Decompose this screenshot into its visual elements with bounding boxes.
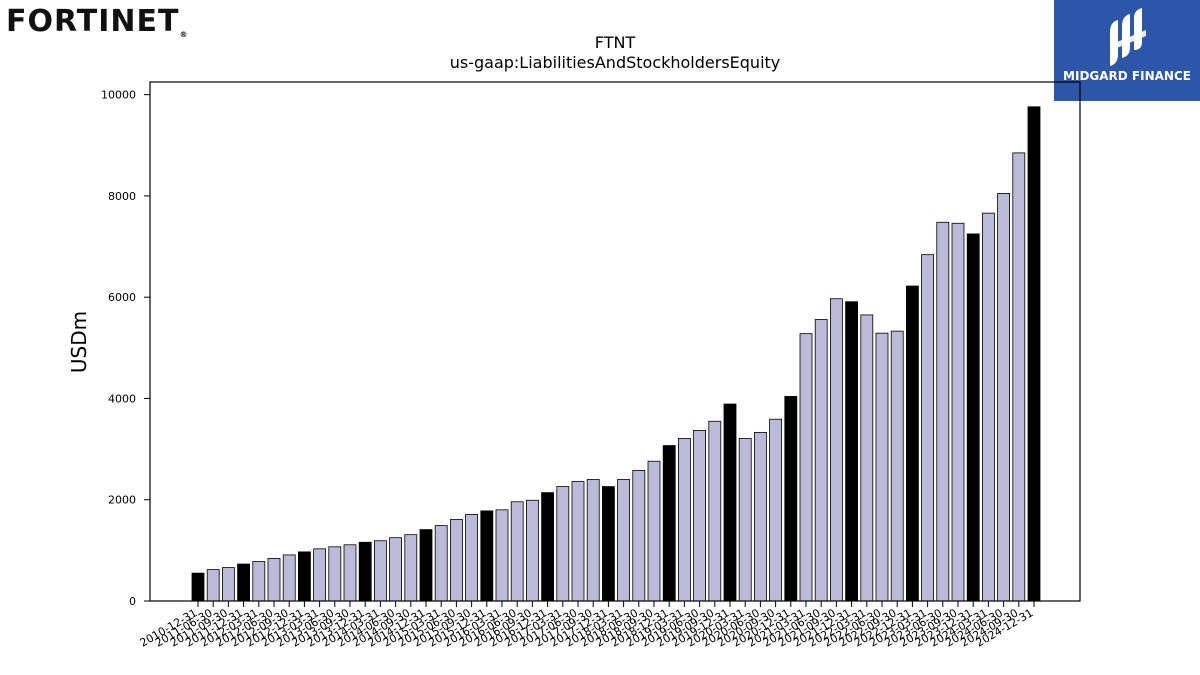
bar [678,438,691,602]
bar [495,509,509,602]
midgard-finance-logo: MIDGARD FINANCE [1054,0,1200,101]
chart-subtitle: us-gaap:LiabilitiesAndStockholdersEquity [449,53,781,72]
fortinet-logo: FORTINET® [6,4,187,39]
bar [906,285,919,602]
bar [1012,152,1026,602]
y-tick-label: 0 [129,595,136,608]
bar [708,420,722,602]
bar [693,429,706,602]
y-tick-label: 10000 [101,89,136,102]
plot-frame [149,81,1081,602]
midgard-finance-name: MIDGARD FINANCE [1063,69,1191,83]
bar [951,222,965,602]
bar [632,469,646,602]
bar [936,221,950,602]
chart-title: FTNT [594,33,636,52]
stylized-m-icon [1110,8,1146,66]
bar [754,431,767,602]
bar [890,330,904,602]
y-tick-label: 6000 [108,291,136,304]
bar [480,510,494,602]
bar [404,534,418,602]
fortinet-logo-text: FORTINET [6,4,180,39]
bar [571,481,585,602]
bar [358,541,372,602]
bar [921,254,934,602]
bar [252,561,266,602]
bar [997,192,1010,602]
bar [662,445,676,602]
bar [221,567,235,602]
bars-group [191,106,1041,602]
bar [465,514,479,602]
bar [373,540,387,602]
bar [875,332,889,602]
bar [556,486,570,602]
bar [1027,106,1041,602]
y-tick-label: 8000 [108,190,136,203]
y-axis-label: USDm [67,311,91,373]
bar [799,333,813,602]
bar [389,537,403,602]
bar [830,298,843,602]
bar [814,319,828,602]
bar [738,438,752,602]
bar [617,479,630,602]
bar [419,529,433,602]
bar [510,501,524,602]
bar [237,563,251,602]
bar [723,403,737,602]
bar [982,212,995,602]
bar [328,546,342,602]
bar [586,479,600,602]
bar [769,418,782,602]
bar [449,519,463,602]
bar [313,548,327,602]
bar [282,554,296,602]
bar [297,551,311,602]
bar [191,572,205,602]
y-tick-label: 2000 [108,494,136,507]
bar [526,499,539,602]
registered-mark: ® [179,30,188,39]
bar [267,558,281,602]
bar [966,233,980,602]
bar [434,525,448,602]
bar [647,460,661,602]
y-tick-label: 4000 [108,392,136,405]
bar [860,314,874,602]
bar [206,569,220,602]
bar [845,301,858,602]
bar [602,486,615,602]
bar [784,396,798,602]
bar [343,544,357,602]
bar [541,492,554,602]
